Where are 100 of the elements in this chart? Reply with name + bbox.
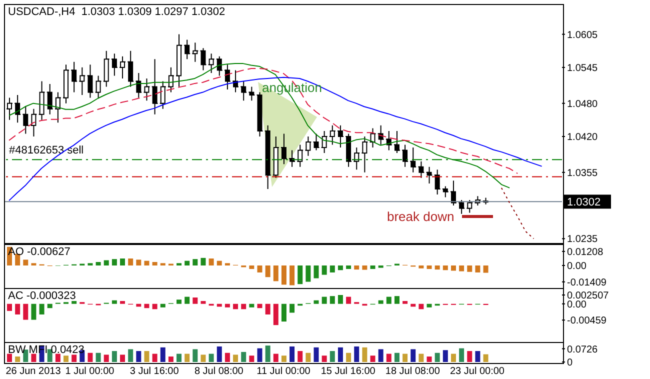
annotation: break down [387, 209, 454, 224]
bar [200, 258, 206, 266]
line-series [8, 76, 542, 202]
candlestick [120, 56, 126, 79]
x-tick-label: 3 Jul 16:00 [130, 366, 180, 377]
candlestick [346, 133, 352, 168]
bar [298, 265, 303, 284]
bar [306, 352, 311, 362]
bar [192, 349, 198, 362]
bar [378, 349, 384, 362]
candlestick [394, 130, 400, 154]
bar [410, 349, 416, 362]
candlestick [15, 94, 20, 124]
bar [442, 350, 448, 362]
bar [338, 295, 343, 304]
candlestick [330, 124, 335, 146]
bar [475, 351, 480, 362]
bar [7, 304, 12, 311]
candlestick [200, 48, 206, 71]
y-tick-label: 0 [567, 358, 573, 369]
y-tick-label: 1.0355 [567, 168, 598, 179]
bar [450, 354, 456, 362]
bar [184, 296, 190, 304]
bar [322, 265, 327, 275]
candlestick [112, 53, 117, 76]
candlestick [306, 136, 311, 156]
candlestick [104, 50, 109, 88]
bar [346, 352, 352, 362]
bar [39, 304, 44, 314]
bar [257, 304, 262, 308]
bar [104, 354, 109, 362]
bar [386, 296, 392, 304]
candlestick [136, 72, 142, 98]
bar [249, 356, 254, 362]
bar [257, 265, 262, 272]
candlestick [338, 124, 343, 148]
bar [128, 349, 134, 362]
bar [233, 354, 238, 362]
bar [322, 296, 327, 304]
bar [370, 265, 376, 269]
bar [152, 304, 158, 310]
bar [257, 348, 262, 362]
bar [144, 260, 150, 266]
y-tick-label: 0.002507 [567, 290, 610, 302]
bar [273, 354, 278, 362]
y-tick-label: -0.00459 [567, 316, 607, 327]
ref-line-label: #48162653 sell [9, 144, 84, 157]
y-tick-label: 0.01208 [567, 246, 604, 258]
y-tick-label: 0.00 [567, 261, 587, 272]
candlestick [72, 61, 77, 93]
bar [354, 265, 360, 270]
candlestick [354, 147, 360, 170]
bar [224, 304, 230, 308]
bar [184, 260, 190, 266]
candlestick [410, 147, 416, 173]
y-tick-label: 1.0235 [567, 234, 598, 246]
bar [128, 258, 134, 266]
candlestick [249, 86, 254, 102]
bar [290, 265, 295, 286]
candlestick [55, 92, 60, 124]
bar [450, 265, 456, 271]
bar [265, 346, 270, 362]
bar [160, 304, 166, 308]
candlestick [80, 66, 85, 96]
bar [160, 347, 166, 362]
x-tick-label: 15 Jul 16:00 [320, 366, 376, 377]
bar [224, 352, 230, 362]
bar [314, 347, 319, 362]
candlestick [241, 80, 246, 102]
bar [112, 351, 117, 362]
candlestick [233, 70, 238, 93]
bar [96, 262, 101, 266]
bar [426, 304, 432, 308]
candlestick [450, 180, 456, 206]
candlestick [152, 58, 158, 115]
bar [31, 304, 36, 320]
candlestick [96, 75, 101, 98]
bar [176, 354, 182, 362]
bar [402, 301, 408, 304]
y-tick-label: 0.0726 [567, 344, 598, 356]
bar [233, 304, 238, 310]
candlestick [216, 56, 222, 76]
bar [265, 304, 270, 314]
bar [64, 356, 69, 362]
candlestick [322, 130, 327, 154]
bar [281, 265, 286, 285]
candlestick [434, 169, 440, 195]
bar [322, 356, 327, 362]
bar [338, 265, 343, 270]
bar [338, 347, 343, 362]
bar [290, 304, 295, 313]
bar [55, 354, 60, 362]
bar [7, 354, 12, 362]
y-tick-label: 1.0420 [567, 132, 598, 144]
bar [459, 348, 464, 362]
bar [112, 259, 117, 266]
bar [249, 265, 254, 269]
bar [418, 304, 424, 310]
bar [330, 296, 335, 304]
candlestick [184, 39, 190, 60]
